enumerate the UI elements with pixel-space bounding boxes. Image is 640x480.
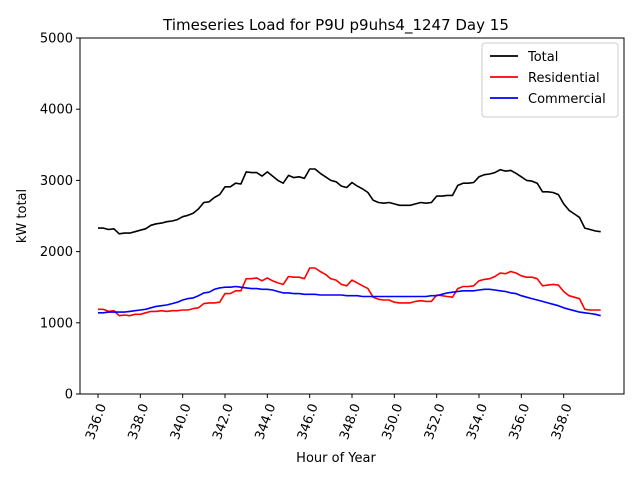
legend-label-total: Total [527,50,558,65]
series-line-total [98,168,601,235]
y-tick-label: 2000 [40,245,73,260]
series-layer [98,168,601,317]
legend: Total Residential Commercial [481,42,619,118]
y-tick-label: 5000 [40,32,73,47]
y-axis: 0 1000 2000 3000 4000 5000 [40,32,80,403]
y-axis-title: kW total [15,189,30,243]
series-line-commercial [98,285,601,317]
chart-title: Timeseries Load for P9U p9uhs4_1247 Day … [162,16,509,35]
y-tick-label: 4000 [40,103,73,118]
legend-label-commercial: Commercial [528,92,606,107]
y-tick-label: 1000 [40,316,73,331]
y-tick-label: 3000 [40,174,73,189]
legend-label-residential: Residential [528,71,600,86]
x-axis-title: Hour of Year [296,451,376,466]
series-line-residential [98,267,601,317]
y-tick-label: 0 [65,388,73,403]
